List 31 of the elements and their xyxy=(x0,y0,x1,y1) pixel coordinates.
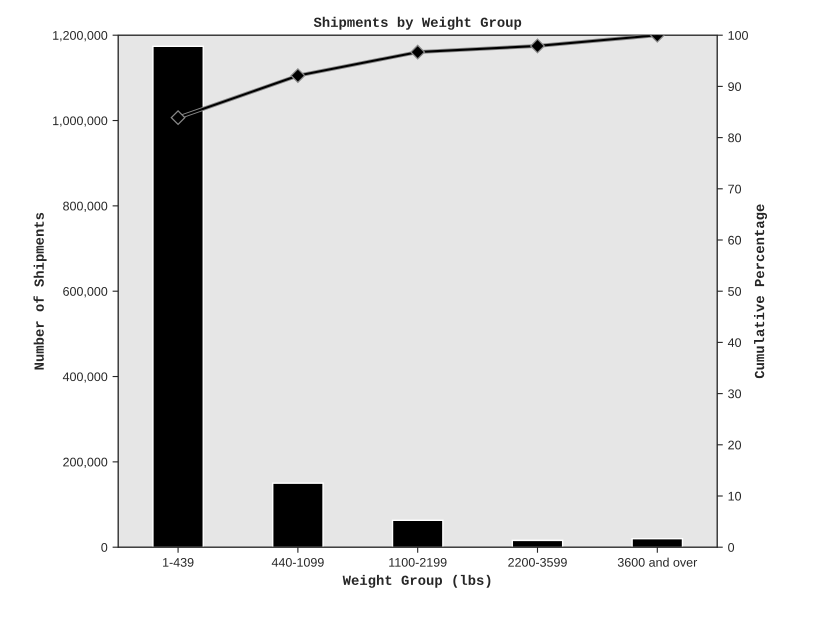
y2-tick-label: 90 xyxy=(728,82,742,92)
x-tick-label: 3600 and over xyxy=(618,558,698,567)
x-tick-label: 1100-2199 xyxy=(389,558,447,567)
y-tick-label: 600,000 xyxy=(63,287,108,298)
x-axis-title: Weight Group (lbs) xyxy=(342,574,490,588)
y2-tick-label: 70 xyxy=(728,184,742,194)
bar xyxy=(512,540,564,548)
y2-tick-label: 80 xyxy=(728,133,742,142)
y-tick-label: 800,000 xyxy=(63,202,108,212)
y2-tick-label: 60 xyxy=(728,236,742,245)
y2-axis-title: Cumulative Percentage xyxy=(754,204,768,378)
y-tick-label: 200,000 xyxy=(63,458,108,468)
bar xyxy=(392,520,444,548)
y2-tick-label: 100 xyxy=(728,31,748,40)
x-tick-label: 2200-3599 xyxy=(508,558,567,567)
y-tick-label: 1,000,000 xyxy=(53,116,108,127)
bar xyxy=(631,538,684,548)
y-tick-label: 0 xyxy=(101,543,108,552)
y-axis-title: Number of Shipments xyxy=(33,212,47,370)
y2-tick-label: 40 xyxy=(728,338,742,348)
y2-tick-label: 30 xyxy=(728,389,742,398)
y2-tick-label: 50 xyxy=(728,287,742,296)
y-tick-label: 1,200,000 xyxy=(53,31,108,42)
x-tick-label: 1-439 xyxy=(163,558,194,567)
y2-tick-label: 20 xyxy=(728,440,742,450)
x-tick-label: 440-1099 xyxy=(272,558,324,567)
bar xyxy=(272,482,324,548)
chart-title: Shipments by Weight Group xyxy=(314,16,522,30)
y-tick-label: 400,000 xyxy=(62,372,108,383)
y2-tick-label: 10 xyxy=(728,492,742,501)
y2-tick-label: 0 xyxy=(728,543,734,552)
